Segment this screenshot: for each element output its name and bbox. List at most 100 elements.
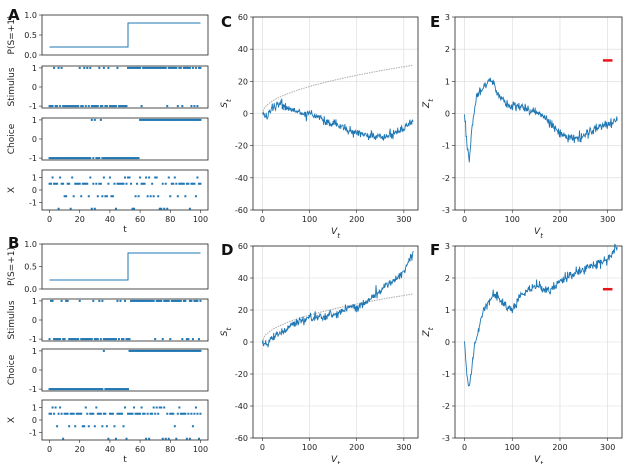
y-tick-label: -2 — [442, 174, 450, 183]
x-point — [60, 182, 63, 185]
stimulus-point — [65, 105, 68, 108]
x-point — [66, 412, 69, 415]
choice-point — [93, 388, 96, 391]
stimulus-point — [122, 105, 125, 108]
choice-point — [71, 157, 74, 160]
stimulus-point — [152, 66, 155, 69]
choice-point — [105, 157, 108, 160]
x-point — [78, 412, 81, 415]
choice-point — [59, 157, 62, 160]
choice-point — [179, 349, 182, 352]
choice-point — [113, 157, 116, 160]
x-point — [134, 195, 137, 198]
choice-point — [124, 388, 126, 391]
stimulus-point — [107, 66, 110, 69]
choice-point — [151, 349, 154, 352]
x-axis-label: Vt — [331, 455, 340, 464]
choice-point — [163, 118, 166, 121]
x-point — [137, 195, 140, 198]
stimulus-point — [120, 105, 123, 108]
stimulus-point — [75, 105, 78, 108]
x-point — [114, 207, 117, 210]
y-tick-label: 0 — [32, 416, 37, 425]
choice-point — [68, 388, 71, 391]
choice-point — [178, 349, 181, 352]
stimulus-point — [98, 66, 101, 69]
x-point — [83, 425, 86, 428]
y-tick-label: -40 — [235, 174, 248, 183]
x-point — [54, 182, 57, 185]
choice-point — [89, 388, 92, 391]
stimulus-point — [108, 338, 111, 341]
choice-point — [57, 388, 60, 391]
panel-letter-A: A — [8, 6, 20, 24]
x-point — [158, 406, 161, 409]
y-tick-label: 60 — [238, 242, 248, 251]
choice-point — [199, 118, 202, 121]
stimulus-point — [107, 338, 110, 341]
x-tick-label: 300 — [600, 215, 615, 224]
choice-point — [152, 349, 155, 352]
choice-point — [154, 349, 157, 352]
stimulus-point — [65, 299, 68, 302]
choice-point — [65, 388, 68, 391]
choice-point — [194, 118, 197, 121]
stimulus-point — [188, 299, 191, 302]
x-axis-label: Vt — [331, 227, 340, 240]
y-tick-label: 1.0 — [24, 11, 37, 20]
choice-point — [124, 157, 126, 160]
random-walk-line — [464, 243, 618, 387]
choice-point — [122, 157, 125, 160]
x-point — [142, 412, 145, 415]
choice-point — [110, 157, 113, 160]
stimulus-point — [92, 299, 95, 302]
stimulus-point — [56, 105, 59, 108]
x-point — [178, 406, 181, 409]
x-point — [140, 182, 143, 185]
choice-point — [120, 157, 123, 160]
x-point — [152, 406, 155, 409]
x-tick-label: 200 — [552, 443, 567, 452]
x-point — [179, 182, 182, 185]
choice-point — [66, 157, 69, 160]
y-tick-label: 2 — [445, 274, 450, 283]
stimulus-point — [53, 338, 56, 341]
x-point — [80, 195, 83, 198]
choice-point — [60, 157, 63, 160]
x-tick-label: 300 — [396, 443, 411, 452]
stimulus-point — [50, 105, 53, 108]
stimulus-point — [172, 299, 175, 302]
choice-point — [89, 157, 92, 160]
stimulus-point — [71, 105, 74, 108]
y-tick-label: -1 — [442, 142, 450, 151]
x-point — [151, 412, 154, 415]
choice-point — [176, 118, 179, 121]
stimulus-point — [181, 338, 184, 341]
choice-point — [190, 349, 193, 352]
axes-frame — [454, 16, 623, 211]
stimulus-point — [146, 299, 149, 302]
x-point — [193, 412, 196, 415]
stimulus-point — [185, 338, 188, 341]
choice-point — [57, 157, 60, 160]
stimulus-point — [72, 338, 75, 341]
choice-point — [99, 118, 102, 121]
stimulus-point — [133, 66, 136, 69]
x-point — [160, 207, 163, 210]
x-point — [191, 182, 194, 185]
choice-point — [133, 157, 136, 160]
x-point — [160, 406, 163, 409]
x-point — [60, 412, 63, 415]
choice-point — [157, 118, 160, 121]
choice-point — [107, 157, 110, 160]
x-point — [59, 176, 62, 179]
stimulus-point — [119, 105, 122, 108]
stimulus-point — [89, 338, 92, 341]
choice-point — [128, 349, 131, 352]
choice-point — [117, 388, 120, 391]
subplot-frame — [41, 399, 209, 441]
stimulus-point — [128, 66, 131, 69]
choice-point — [125, 157, 128, 160]
x-axis-label: t — [123, 455, 127, 464]
stimulus-point — [69, 338, 72, 341]
